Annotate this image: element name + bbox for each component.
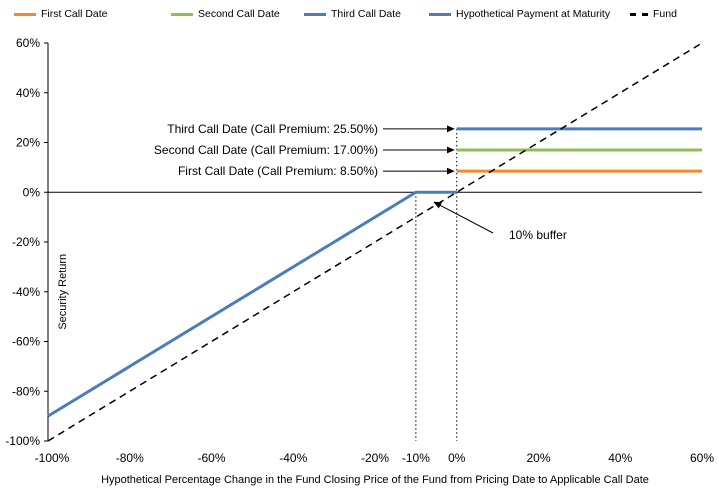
x-tick-label: 40% [608,451,632,465]
x-tick-label: -60% [197,451,225,465]
y-tick-label: -40% [12,285,40,299]
legend-swatch-third-call-date [304,12,326,16]
y-tick-label: -100% [5,434,40,448]
x-tick-label: -10% [402,451,430,465]
legend-swatch-fund [630,12,648,16]
legend-swatch-hypothetical-payment [429,12,451,16]
y-tick-label: -20% [12,235,40,249]
x-tick-label: 60% [690,451,714,465]
annotation-label: Second Call Date (Call Premium: 17.00%) [154,143,378,157]
y-tick-label: 60% [16,36,40,50]
x-tick-label: -20% [361,451,389,465]
legend-item-first-call-date: First Call Date [14,5,108,23]
legend-item-hypothetical-payment: Hypothetical Payment at Maturity [429,5,610,23]
y-axis-title: Security Return [57,254,69,330]
legend-label-third-call-date: Third Call Date [331,8,402,20]
fund-line [47,42,703,442]
annotation-label: First Call Date (Call Premium: 8.50%) [178,164,378,178]
legend-item-third-call-date: Third Call Date [304,5,401,23]
legend-label-fund: Fund [653,8,677,20]
legend-item-second-call-date: Second Call Date [171,5,280,23]
x-tick-label: -40% [279,451,307,465]
x-tick-label: 20% [526,451,550,465]
x-axis-title: Hypothetical Percentage Change in the Fu… [101,474,649,486]
x-tick-label: -100% [35,451,70,465]
y-tick-label: -60% [12,335,40,349]
y-tick-label: -80% [12,384,40,398]
legend-label-second-call-date: Second Call Date [198,8,280,20]
legend-label-first-call-date: First Call Date [41,8,108,20]
buffer-arrow [433,201,494,234]
x-tick-label: -80% [116,451,144,465]
y-tick-label: 20% [16,136,40,150]
y-tick-label: 0% [23,185,41,199]
legend-item-fund: Fund [630,5,677,23]
chart-legend: First Call Date Second Call Date Third C… [0,5,719,23]
legend-swatch-second-call-date [171,12,193,16]
annotation-label: Third Call Date (Call Premium: 25.50%) [167,122,378,136]
payment-at-maturity-line [47,190,457,418]
legend-label-hypothetical-payment: Hypothetical Payment at Maturity [456,8,611,20]
y-tick-label: 40% [16,86,40,100]
legend-swatch-first-call-date [14,12,36,16]
x-tick-label: 0% [448,451,466,465]
buffer-label: 10% buffer [509,228,567,242]
